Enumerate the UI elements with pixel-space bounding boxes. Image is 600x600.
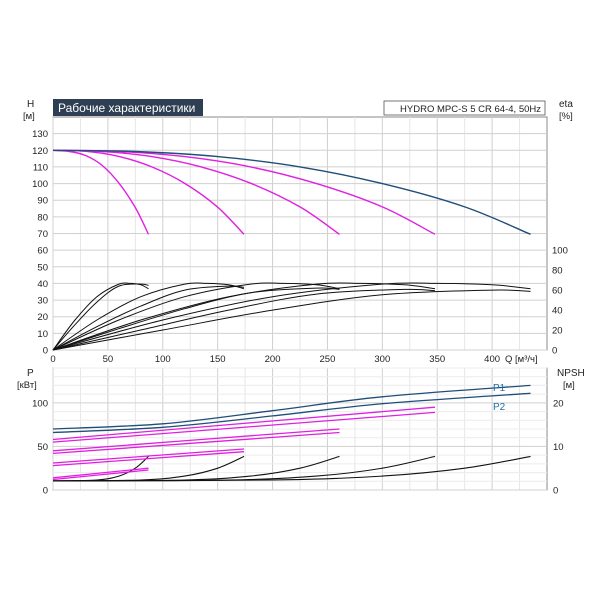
- npsh-axis-unit: [м]: [563, 380, 575, 391]
- head-tick-label: 0: [43, 346, 48, 357]
- flow-axis-label: Q [м³/ч]: [505, 354, 538, 365]
- eta-axis-label: eta: [559, 99, 573, 110]
- eta-axis-unit: [%]: [559, 111, 573, 122]
- head-curve: [52, 149, 150, 235]
- power-curve: [52, 411, 436, 443]
- npsh-tick-label: 20: [553, 398, 564, 409]
- chart-subtitle: HYDRO MPC-S 5 CR 64-4, 50Hz: [400, 104, 541, 115]
- head-y-ticks: 0 10 20 30 40 50 60 70 80 90 100 110 120 130: [32, 129, 48, 356]
- x-tick-label: 400: [484, 354, 500, 365]
- eta-curve: [52, 282, 245, 351]
- power-axis-unit: [кВт]: [17, 380, 37, 391]
- eta-curve: [52, 289, 531, 351]
- npsh-curves: [52, 455, 531, 482]
- flow-x-ticks: 0 50 100 150 200 250 300 350 400: [50, 354, 500, 365]
- eta-curve: [52, 282, 149, 351]
- p1-curve-label: P1: [493, 383, 506, 394]
- x-tick-label: 100: [155, 354, 171, 365]
- x-tick-label: 50: [103, 354, 114, 365]
- npsh-curve: [52, 455, 531, 482]
- chart-title-box: [53, 99, 203, 116]
- head-plot: 0 10 20 30 40 50 60 70 80 90 100 110 120 130 0 20 40 60 8…: [23, 99, 573, 365]
- eta-tick-label: 80: [552, 266, 563, 277]
- head-tick-label: 120: [32, 146, 48, 157]
- eta-tick-label: 60: [552, 286, 563, 297]
- power-curve: [52, 392, 531, 434]
- x-tick-label: 300: [374, 354, 390, 365]
- eta-curve: [52, 282, 340, 351]
- head-tick-label: 30: [37, 296, 48, 307]
- eta-curve: [52, 282, 436, 351]
- power-curve: [52, 384, 531, 430]
- x-tick-label: 150: [210, 354, 226, 365]
- npsh-y-ticks: 0 10 20: [553, 398, 564, 496]
- head-curve: [52, 149, 531, 235]
- x-tick-label: 0: [50, 354, 55, 365]
- head-tick-label: 70: [37, 229, 48, 240]
- npsh-tick-label: 0: [553, 486, 558, 497]
- x-tick-label: 250: [320, 354, 336, 365]
- eta-tick-label: 40: [552, 306, 563, 317]
- npsh-axis-label: NPSH: [557, 368, 585, 379]
- head-tick-label: 20: [37, 312, 48, 323]
- power-plot: 0 50 100 0 10 20 P [кВт] NPSH [м] P1 P2: [17, 367, 585, 497]
- head-tick-label: 50: [37, 262, 48, 273]
- eta-curve: [52, 285, 245, 351]
- head-axis-unit: [м]: [23, 111, 35, 122]
- eta-tick-label: 20: [552, 326, 563, 337]
- chart-subtitle-box: [383, 100, 546, 116]
- power-axis-label: P: [27, 368, 34, 379]
- power-curve: [52, 431, 340, 455]
- npsh-tick-label: 10: [553, 442, 564, 453]
- head-tick-label: 100: [32, 179, 48, 190]
- p2-curve-label: P2: [493, 402, 506, 413]
- power-curve: [52, 406, 436, 441]
- head-curves: [52, 149, 531, 235]
- head-plot-grid: [52, 117, 547, 351]
- eta-curve: [52, 282, 531, 351]
- eta-curve: [52, 283, 149, 351]
- x-tick-label: 200: [265, 354, 281, 365]
- power-tick-label: 50: [37, 442, 48, 453]
- power-curve: [52, 469, 149, 481]
- power-tick-label: 100: [32, 398, 48, 409]
- power-curves: [52, 384, 531, 481]
- chart-title: Рабочие характеристики: [58, 101, 195, 115]
- eta-curve: [52, 288, 436, 351]
- head-tick-label: 10: [37, 329, 48, 340]
- power-curve: [52, 428, 340, 452]
- eta-tick-label: 100: [552, 246, 568, 257]
- head-tick-label: 80: [37, 212, 48, 223]
- power-curve: [52, 448, 245, 464]
- head-axis-label: H: [27, 99, 34, 110]
- head-tick-label: 40: [37, 279, 48, 290]
- head-tick-label: 110: [33, 162, 48, 173]
- power-curve: [52, 451, 245, 467]
- efficiency-curves: [52, 282, 531, 351]
- eta-y-ticks: 0 20 40 60 80 100: [552, 246, 568, 357]
- eta-curve: [52, 287, 340, 351]
- power-y-ticks: 0 50 100: [32, 398, 48, 496]
- head-tick-label: 60: [37, 246, 48, 257]
- eta-tick-label: 0: [552, 346, 557, 357]
- x-tick-label: 350: [429, 354, 445, 365]
- power-plot-grid: [52, 367, 547, 491]
- power-curve: [52, 467, 149, 479]
- power-tick-label: 0: [43, 486, 48, 497]
- head-tick-label: 130: [32, 129, 48, 140]
- head-tick-label: 90: [37, 196, 48, 207]
